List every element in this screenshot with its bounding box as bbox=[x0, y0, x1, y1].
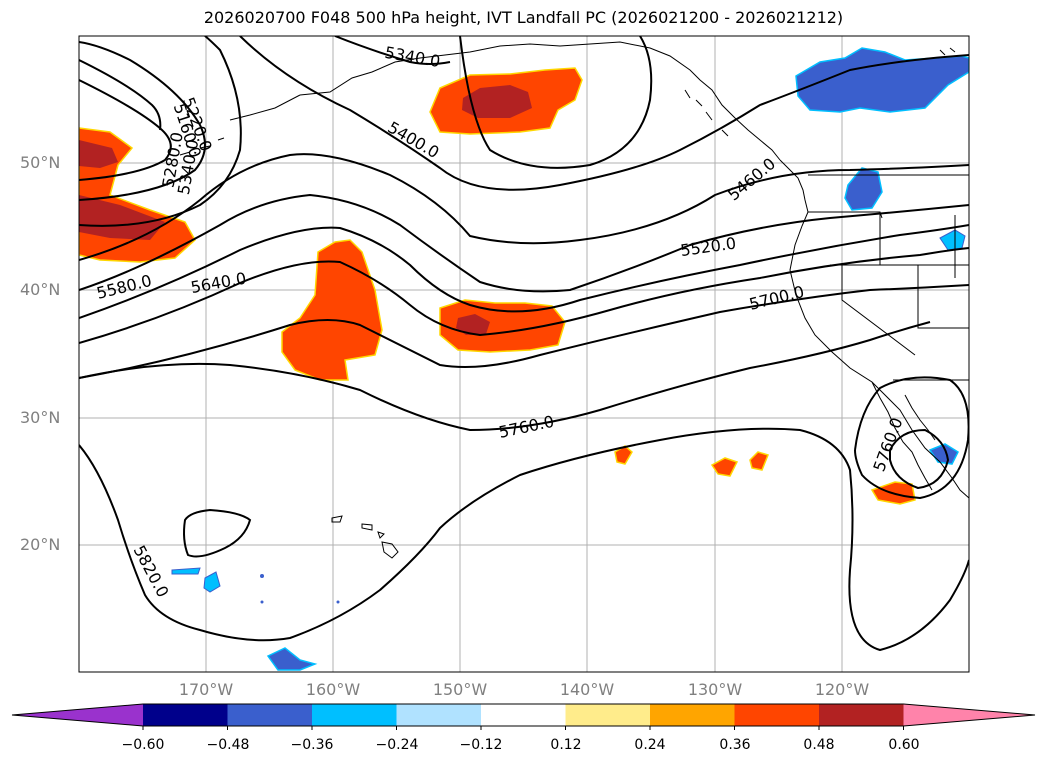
ivt-positive-shading bbox=[79, 67, 916, 505]
contour-5640 bbox=[79, 247, 969, 344]
contour-5400 bbox=[239, 36, 969, 191]
contour-label: 5700.0 bbox=[747, 282, 806, 314]
contour-5460 bbox=[79, 153, 969, 261]
colorbar bbox=[11, 703, 1036, 730]
colorbar-segment bbox=[143, 704, 228, 726]
lon-label-120w: 120°W bbox=[814, 680, 870, 699]
contour-label: 5400.0 bbox=[385, 118, 443, 162]
contour-5580 bbox=[79, 224, 969, 319]
contour-label: 5340.0 bbox=[383, 43, 441, 71]
colorbar-tick-label: 0.36 bbox=[719, 737, 751, 753]
negative-spot-5 bbox=[260, 600, 264, 604]
negative-spot-3 bbox=[266, 647, 318, 671]
colorbar-tick-label: 0.60 bbox=[888, 737, 920, 753]
colorbar-tick-label: −0.36 bbox=[290, 737, 334, 753]
colorbar-tick-label: 0.24 bbox=[634, 737, 666, 753]
contour-5700 bbox=[79, 284, 969, 379]
negative-region-idaho bbox=[939, 229, 966, 251]
contour-5760-inner bbox=[889, 428, 950, 490]
colorbar-segment bbox=[396, 704, 482, 726]
baja-coast bbox=[871, 381, 933, 491]
lon-label-160w: 160°W bbox=[305, 680, 361, 699]
map-title: 2026020700 F048 500 hPa height, IVT Land… bbox=[203, 8, 844, 27]
lat-label-40n: 40°N bbox=[20, 280, 61, 299]
positive-core-west bbox=[79, 140, 165, 240]
negative-spot-2 bbox=[203, 571, 221, 593]
positive-spot-3 bbox=[749, 451, 770, 471]
contour-label: 5760.0 bbox=[869, 415, 906, 474]
height-contours bbox=[79, 36, 969, 652]
negative-region-canada bbox=[795, 47, 969, 113]
hawaii-2 bbox=[361, 523, 373, 531]
hawaii-3 bbox=[331, 515, 343, 523]
contour-5760 bbox=[79, 321, 931, 432]
colorbar-tick-label: 0.48 bbox=[803, 737, 835, 753]
utah-border bbox=[917, 265, 969, 329]
colorbar-segment bbox=[481, 704, 566, 726]
contour-5220-west bbox=[79, 79, 172, 181]
colorbar-tick-label: −0.24 bbox=[375, 737, 419, 753]
colorbar-segment bbox=[734, 704, 820, 726]
bc-coast bbox=[779, 159, 809, 213]
contour-5520 bbox=[79, 193, 969, 293]
positive-core-gulf bbox=[462, 85, 532, 118]
colorbar-tick-label: −0.12 bbox=[459, 737, 503, 753]
positive-region-east bbox=[439, 299, 566, 353]
colorbar-segment bbox=[565, 704, 651, 726]
contour-5820 bbox=[79, 427, 969, 652]
colorbar-segment bbox=[819, 704, 904, 726]
colorbar-extend-low bbox=[12, 704, 143, 726]
negative-spot-1 bbox=[171, 567, 201, 575]
negative-spot-6 bbox=[336, 600, 340, 604]
lon-label-170w: 170°W bbox=[178, 680, 234, 699]
lat-label-20n: 20°N bbox=[20, 535, 61, 554]
contour-5820-closed bbox=[183, 508, 252, 558]
contour-5760-closed bbox=[854, 376, 969, 500]
contour-5340-west bbox=[79, 36, 242, 227]
contour-5340-north bbox=[334, 36, 451, 65]
contour-5400-closed bbox=[459, 36, 653, 169]
lon-label-140w: 140°W bbox=[559, 680, 615, 699]
canada-islands bbox=[939, 47, 956, 56]
colorbar-tick-label: 0.12 bbox=[550, 737, 582, 753]
map-frame bbox=[78, 35, 970, 673]
contour-label: 5580.0 bbox=[95, 271, 154, 303]
hawaii-4 bbox=[377, 531, 385, 539]
contour-label: 5520.0 bbox=[679, 233, 737, 260]
nevada-border bbox=[841, 265, 916, 356]
colorbar-segment bbox=[227, 704, 313, 726]
colorbar-tick-label: −0.60 bbox=[121, 737, 165, 753]
colorbar-segment bbox=[650, 704, 735, 726]
lon-label-150w: 150°W bbox=[432, 680, 488, 699]
contour-label: 5760.0 bbox=[497, 412, 556, 442]
lat-label-50n: 50°N bbox=[20, 153, 61, 172]
colorbar-tick-label: −0.48 bbox=[206, 737, 250, 753]
alaska-islands bbox=[684, 89, 729, 137]
contour-5160-west bbox=[79, 59, 162, 131]
positive-spot-2 bbox=[710, 457, 739, 477]
positive-core-east bbox=[456, 314, 490, 335]
lat-label-30n: 30°N bbox=[20, 408, 61, 427]
negative-spot-4 bbox=[260, 574, 264, 578]
hawaii-1 bbox=[381, 541, 399, 559]
lon-label-130w: 130°W bbox=[687, 680, 743, 699]
negative-region-wa bbox=[844, 167, 883, 211]
us-west-coast bbox=[789, 211, 969, 499]
colorbar-extend-high bbox=[903, 704, 1035, 726]
contour-5280-west bbox=[79, 41, 206, 201]
colorbar-segment bbox=[312, 704, 397, 726]
